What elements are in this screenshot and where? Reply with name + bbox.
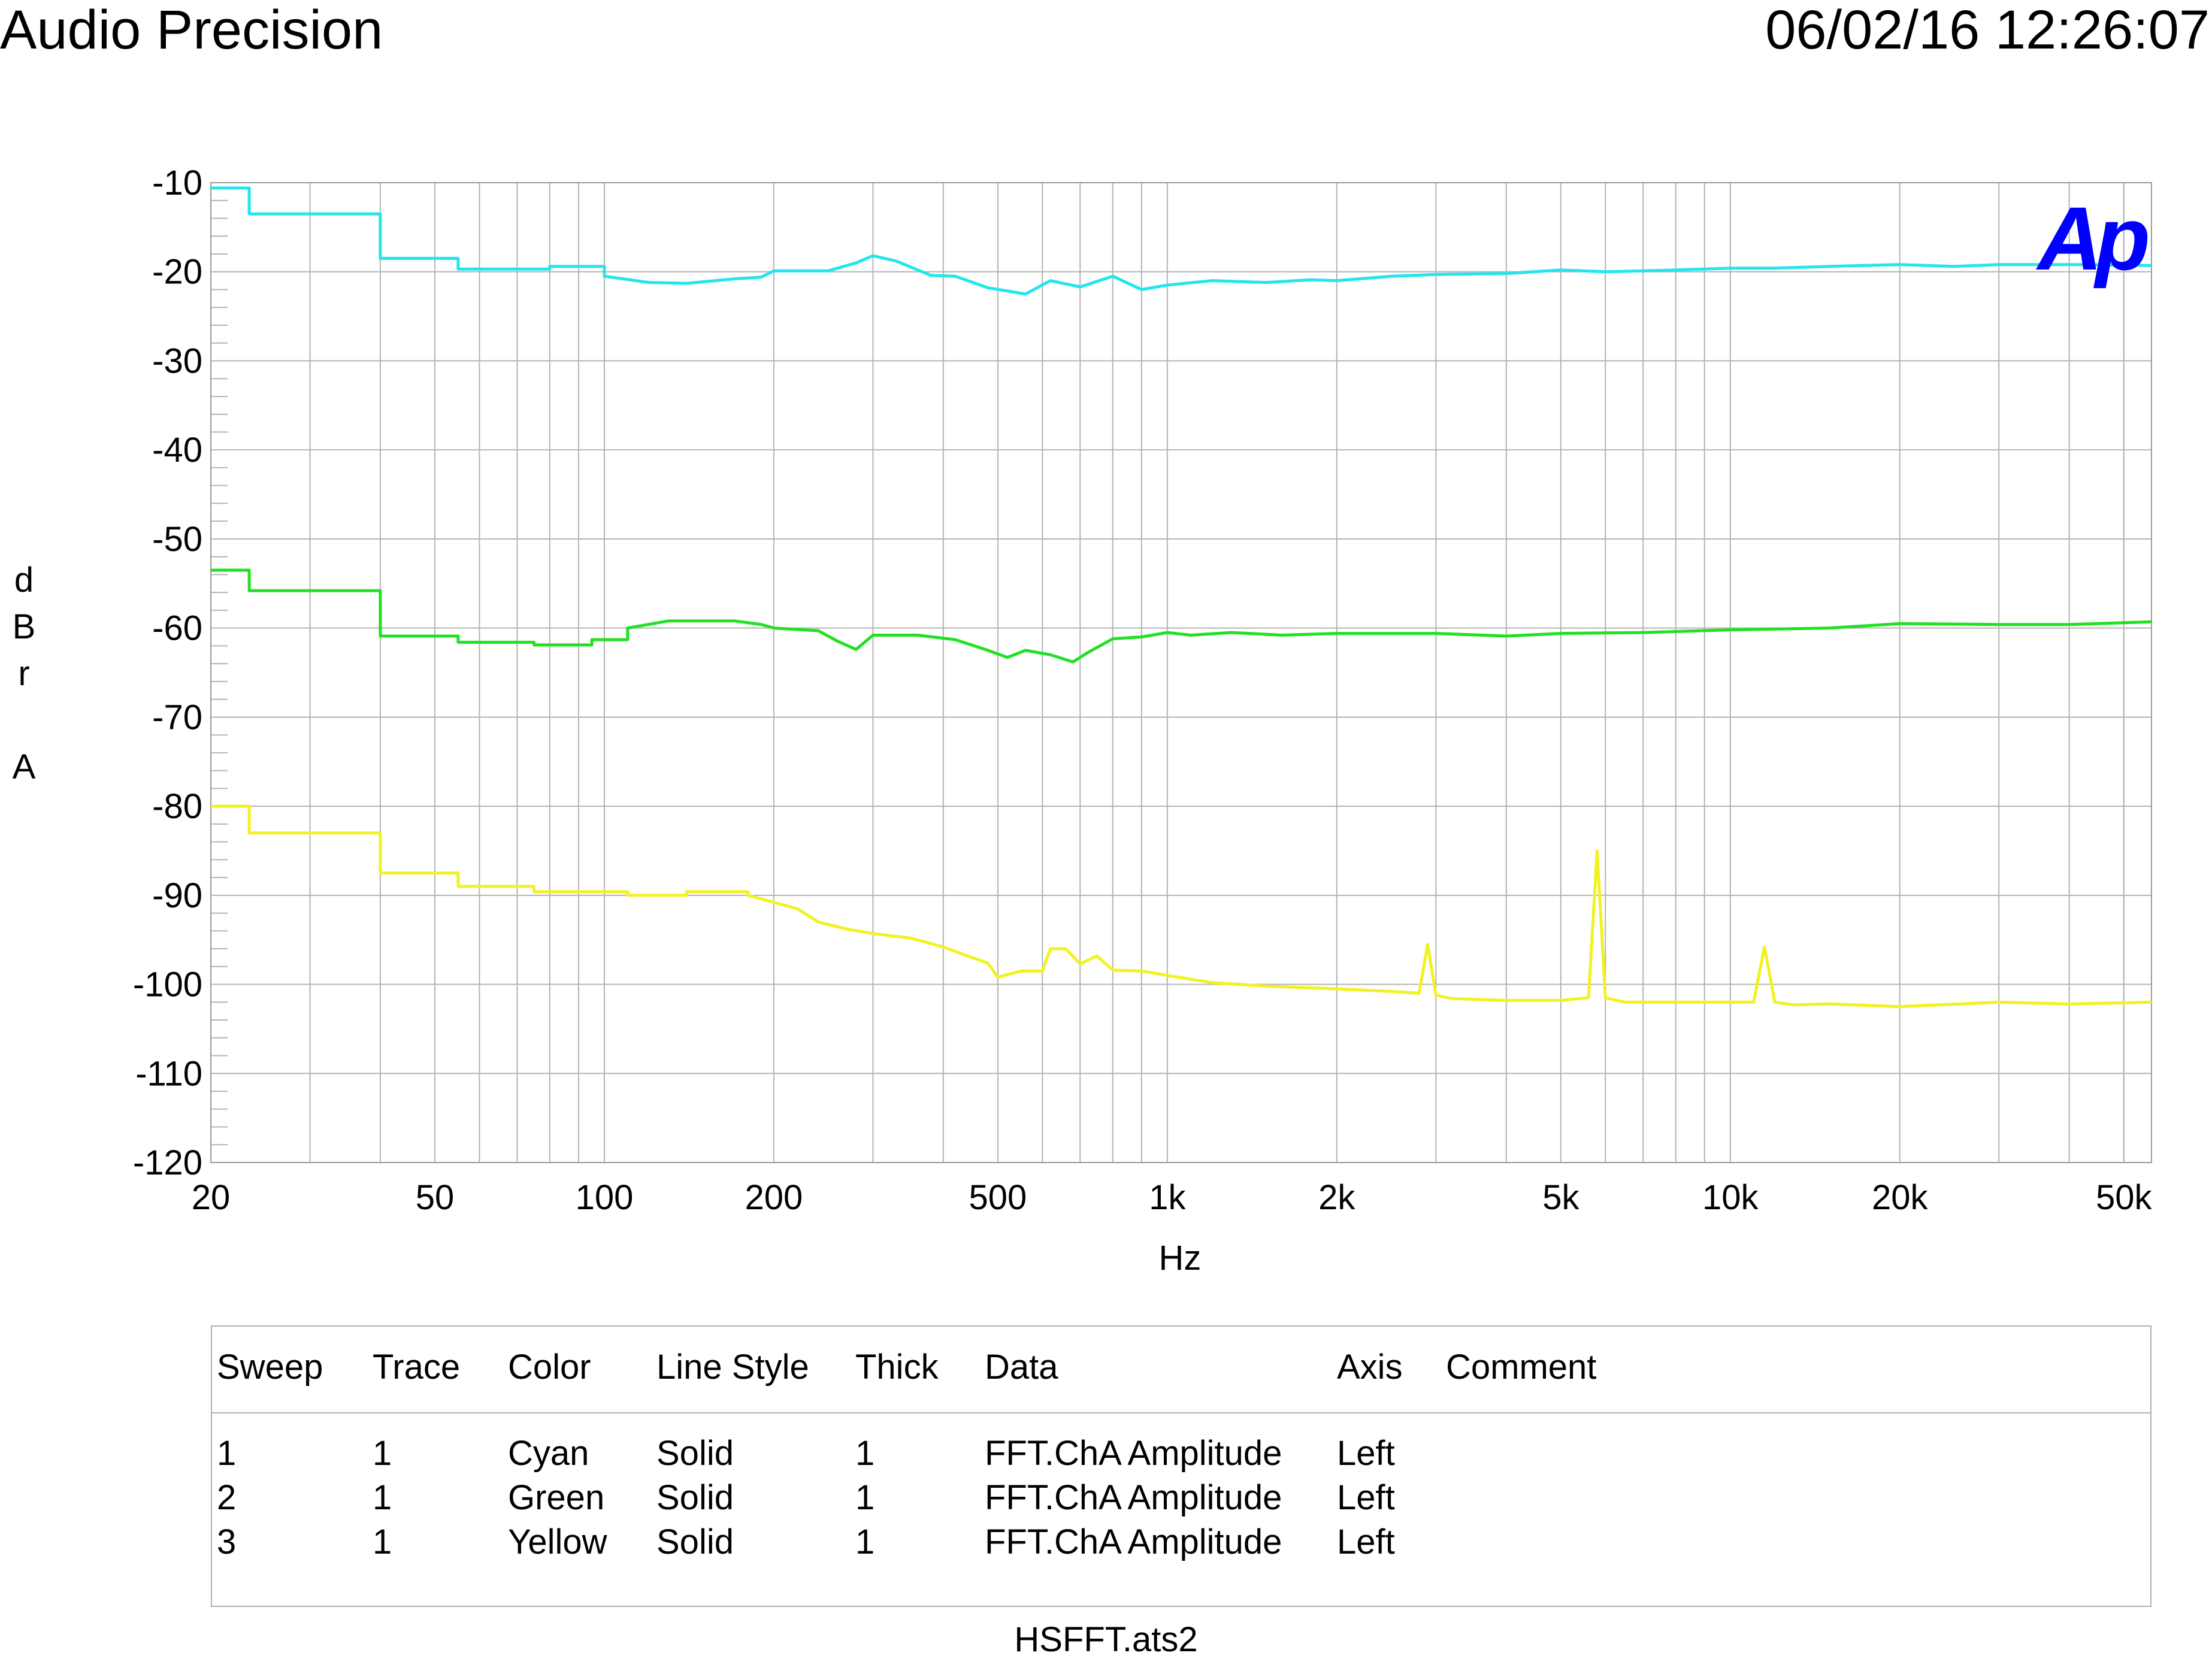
legend-cell: 1: [373, 1478, 392, 1517]
legend-cell: FFT.ChA Amplitude: [985, 1478, 1282, 1517]
report-title: Audio Precision: [0, 0, 383, 60]
x-tick-label: 20k: [1872, 1178, 1929, 1217]
legend-header-cell: Data: [985, 1348, 1058, 1387]
report-timestamp: 06/02/16 12:26:07: [1765, 0, 2210, 60]
legend-header-cell: Line Style: [656, 1348, 809, 1387]
x-tick-label: 50k: [2096, 1178, 2153, 1217]
legend-header-divider: [212, 1412, 2150, 1413]
legend-cell: Left: [1337, 1434, 1395, 1473]
y-tick-label: -30: [152, 341, 202, 380]
legend-cell: 3: [217, 1522, 237, 1561]
legend-header-cell: Sweep: [217, 1348, 323, 1387]
legend-cell: Yellow: [508, 1522, 607, 1561]
trace-legend-table: Sweep Trace Color Line Style Thick Data Axis Co…: [211, 1325, 2152, 1607]
x-tick-label: 5k: [1542, 1178, 1579, 1217]
y-tick-label: -90: [152, 876, 202, 915]
x-tick-labels: 20 50 100 200 500 1k 2k 5k 10k 20k 50k: [192, 1178, 2153, 1217]
file-name: HSFFT.ats2: [1014, 1620, 1198, 1659]
y-tick-label: -120: [133, 1143, 202, 1182]
x-tick-label: 500: [969, 1178, 1027, 1217]
legend-cell: 1: [855, 1434, 875, 1473]
y-axis-label-char: d: [14, 561, 34, 600]
plot-frame: [210, 182, 2152, 1163]
legend-cell: 1: [855, 1478, 875, 1517]
legend-header-cell: Trace: [373, 1348, 461, 1387]
legend-cell: Solid: [656, 1434, 734, 1473]
legend-header-cell: Thick: [855, 1348, 939, 1387]
legend-header-cell: Color: [508, 1348, 591, 1387]
y-axis-label-char: r: [18, 654, 29, 693]
series-line-1: [211, 186, 2152, 296]
legend-cell: Solid: [656, 1478, 734, 1517]
x-tick-label: 200: [745, 1178, 803, 1217]
y-tick-label: -40: [152, 431, 202, 470]
y-axis-label: dBr A: [13, 561, 36, 786]
legend-cell: Cyan: [508, 1434, 589, 1473]
y-tick-labels: -10 -20 -30 -40 -50 -60 -70 -80 -90 -100 -110 -120: [133, 164, 202, 1182]
legend-cell: Left: [1337, 1478, 1395, 1517]
series-group: [211, 186, 2152, 1009]
legend-cell: FFT.ChA Amplitude: [985, 1434, 1282, 1473]
series-line-3: [211, 804, 2152, 1009]
x-tick-label: 2k: [1318, 1178, 1355, 1217]
plot-grid: [211, 182, 2152, 1163]
y-tick-label: -80: [152, 787, 202, 826]
y-tick-label: -50: [152, 520, 202, 559]
legend-cell: Green: [508, 1478, 605, 1517]
x-axis-label: Hz: [1159, 1239, 1202, 1278]
ap-logo: Ap: [2035, 188, 2147, 289]
y-tick-label: -20: [152, 253, 202, 292]
legend-cell: Solid: [656, 1522, 734, 1561]
legend-cell: Left: [1337, 1522, 1395, 1561]
y-axis-label-char: A: [13, 747, 36, 786]
legend-cell: 1: [373, 1522, 392, 1561]
x-tick-label: 1k: [1149, 1178, 1186, 1217]
fft-amplitude-chart: -10-20-30-40-50-60-70-80-90-100-110-120 …: [13, 164, 2155, 1278]
x-tick-label: 100: [576, 1178, 634, 1217]
y-tick-label: -110: [135, 1054, 202, 1093]
legend-header-cell: Axis: [1337, 1348, 1403, 1387]
legend-header-cell: Comment: [1446, 1348, 1597, 1387]
legend-cell: FFT.ChA Amplitude: [985, 1522, 1282, 1561]
y-tick-label: -60: [152, 609, 202, 648]
legend-cell: 2: [217, 1478, 237, 1517]
y-tick-label: -70: [152, 698, 202, 737]
x-tick-label: 20: [192, 1178, 231, 1217]
x-tick-label: 10k: [1702, 1178, 1759, 1217]
legend-cell: 1: [217, 1434, 237, 1473]
legend-cell: 1: [855, 1522, 875, 1561]
legend-cell: 1: [373, 1434, 392, 1473]
y-tick-label: -10: [152, 164, 202, 202]
series-line-2: [211, 568, 2152, 664]
y-tick-label: -100: [133, 965, 202, 1004]
y-axis-label-char: B: [13, 607, 36, 646]
x-tick-label: 50: [416, 1178, 455, 1217]
